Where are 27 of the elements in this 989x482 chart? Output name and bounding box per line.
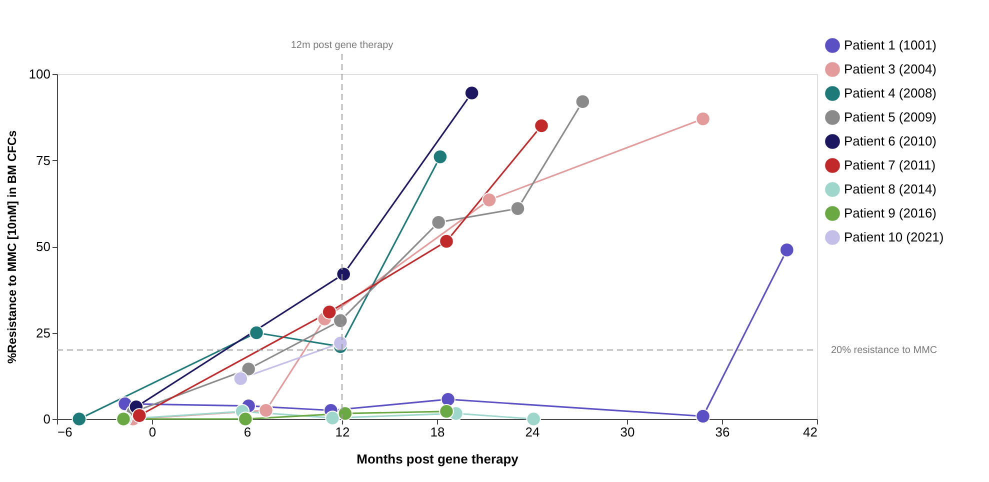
legend-label: Patient 7 (2011)	[844, 158, 936, 172]
x-tick-label: −6	[58, 424, 72, 440]
legend-label: Patient 6 (2010)	[844, 134, 937, 148]
x-tick-label: 30	[620, 424, 635, 440]
legend-label: Patient 8 (2014)	[844, 182, 937, 196]
x-tick-label: 6	[244, 424, 252, 440]
x-tick-label: 0	[148, 424, 156, 440]
y-tick-label: 0	[43, 412, 50, 426]
legend-label: Patient 5 (2009)	[844, 110, 937, 124]
x-tick-label: 36	[715, 424, 730, 440]
ref-line-label: 12m post gene therapy	[290, 40, 394, 51]
x-tick-label: 18	[430, 424, 445, 440]
legend-label: Patient 3 (2004)	[844, 62, 937, 76]
y-tick-label: 50	[36, 239, 50, 254]
x-tick-label: 24	[525, 424, 540, 440]
y-tick-label: 100	[28, 66, 50, 82]
x-axis-title: Months post gene therapy	[356, 452, 520, 466]
y-axis-title: %Resistance to MMC [10nM] in BM CFCs	[4, 130, 19, 364]
x-tick-label: 12	[335, 424, 350, 440]
legend-label: Patient 1 (1001)	[844, 38, 937, 52]
legend-label: Patient 4 (2008)	[844, 86, 937, 100]
y-tick-label: 75	[36, 152, 50, 168]
x-tick-label: 42	[803, 424, 818, 440]
legend-label: Patient 10 (2021)	[844, 230, 944, 244]
y-tick-label: 25	[36, 325, 50, 340]
ref-line-label: 20% resistance to MMC	[831, 345, 938, 356]
legend-label: Patient 9 (2016)	[844, 206, 937, 220]
